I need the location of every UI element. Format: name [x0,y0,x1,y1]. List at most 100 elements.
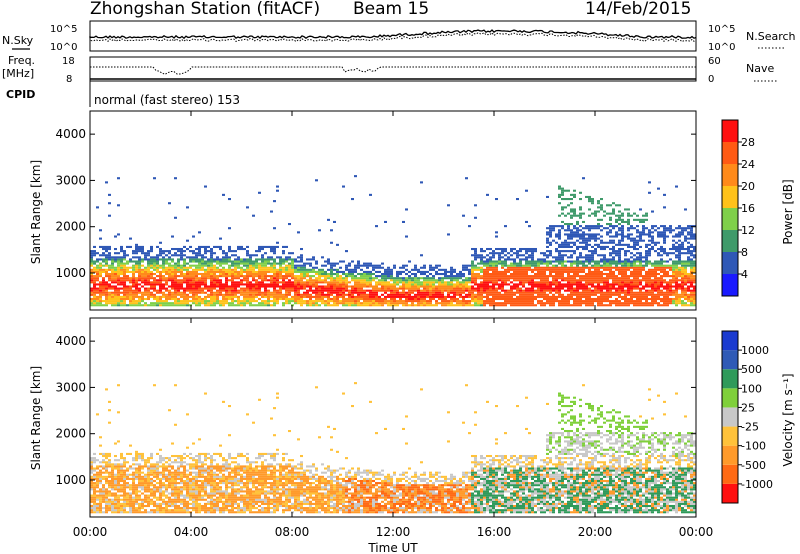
power-cell [669,285,672,288]
power-cell [168,279,171,282]
power-cell [660,266,663,269]
power-cell [588,304,591,307]
power-cell [219,285,222,288]
power-cell [678,239,681,242]
power-cell [540,279,543,282]
power-cell [288,287,291,290]
power-cell [165,297,168,301]
power-cell [582,279,585,282]
power-cell [114,272,117,276]
power-cell [189,281,192,284]
power-cell [237,266,240,269]
power-cell [537,291,540,294]
power-cell [531,252,534,255]
power-cell [282,302,285,305]
power-cell [249,254,252,257]
power-cell [135,256,138,259]
power-cell [372,295,375,298]
power-cell [261,258,264,261]
power-cell [546,283,549,286]
power-cell [603,258,606,261]
power-cell [675,302,678,305]
power-cell [267,293,270,296]
power-cell [597,277,600,280]
power-cell [654,275,657,278]
power-cell [615,254,618,257]
power-cell [534,247,537,251]
power-cell [297,279,300,282]
power-cell [432,275,435,278]
power-cell [417,268,420,271]
power-cell [219,293,222,296]
power-cell [630,302,633,305]
power-cell [150,295,153,298]
power-cell [471,297,474,301]
power-cell [333,279,336,282]
power-cell [207,293,210,296]
power-cell [333,268,336,271]
power-cell [642,239,645,242]
power-cell [174,295,177,298]
power-cell [300,247,303,251]
power-cell [189,287,192,290]
power-cell [135,260,138,263]
power-cell [177,264,180,267]
power-cell [684,270,687,273]
power-cell [276,189,279,192]
power-cell [636,272,639,276]
power-cell [252,279,255,282]
power-cell [399,302,402,305]
power-cell [423,270,426,273]
power-cell [582,233,585,236]
power-cell [597,225,600,228]
power-cell [483,272,486,276]
power-cell [660,297,663,301]
power-cell [396,275,399,278]
power-cell [483,256,486,259]
power-cell [576,220,579,223]
power-cell [564,250,567,253]
power-cell [414,268,417,271]
power-cell [192,270,195,273]
power-cell [288,256,291,259]
power-cell [669,287,672,290]
power-cell [222,289,225,292]
power-cell [597,227,600,230]
power-cell [519,289,522,292]
power-cell [339,300,342,303]
power-cell [453,295,456,298]
power-cell [483,300,486,303]
power-cell [210,302,213,305]
power-cell [285,277,288,280]
power-cell [285,300,288,303]
power-cell [213,300,216,303]
power-cell [225,277,228,280]
power-cell [258,304,261,307]
power-cell [690,281,693,284]
power-cell [267,262,270,265]
power-cell [387,283,390,286]
power-cell [252,214,255,217]
power-cell [192,272,195,276]
velocity-cell [90,504,93,508]
power-cell [558,185,561,188]
power-cell [198,277,201,280]
power-cell [645,302,648,305]
power-cell [582,291,585,294]
power-cell [195,256,198,259]
power-cell [405,291,408,294]
power-cell [306,304,309,307]
power-cell [273,266,276,269]
power-cell [579,225,582,228]
power-cell [129,297,132,301]
velocity-cell [111,463,114,466]
power-cell [480,270,483,273]
power-cell [171,279,174,282]
velocity-cell [111,486,114,489]
velocity-cell [99,488,102,491]
power-cell [168,258,171,261]
power-cell [330,270,333,273]
power-cell [273,293,276,296]
power-cell [147,287,150,290]
power-cell [489,247,492,251]
